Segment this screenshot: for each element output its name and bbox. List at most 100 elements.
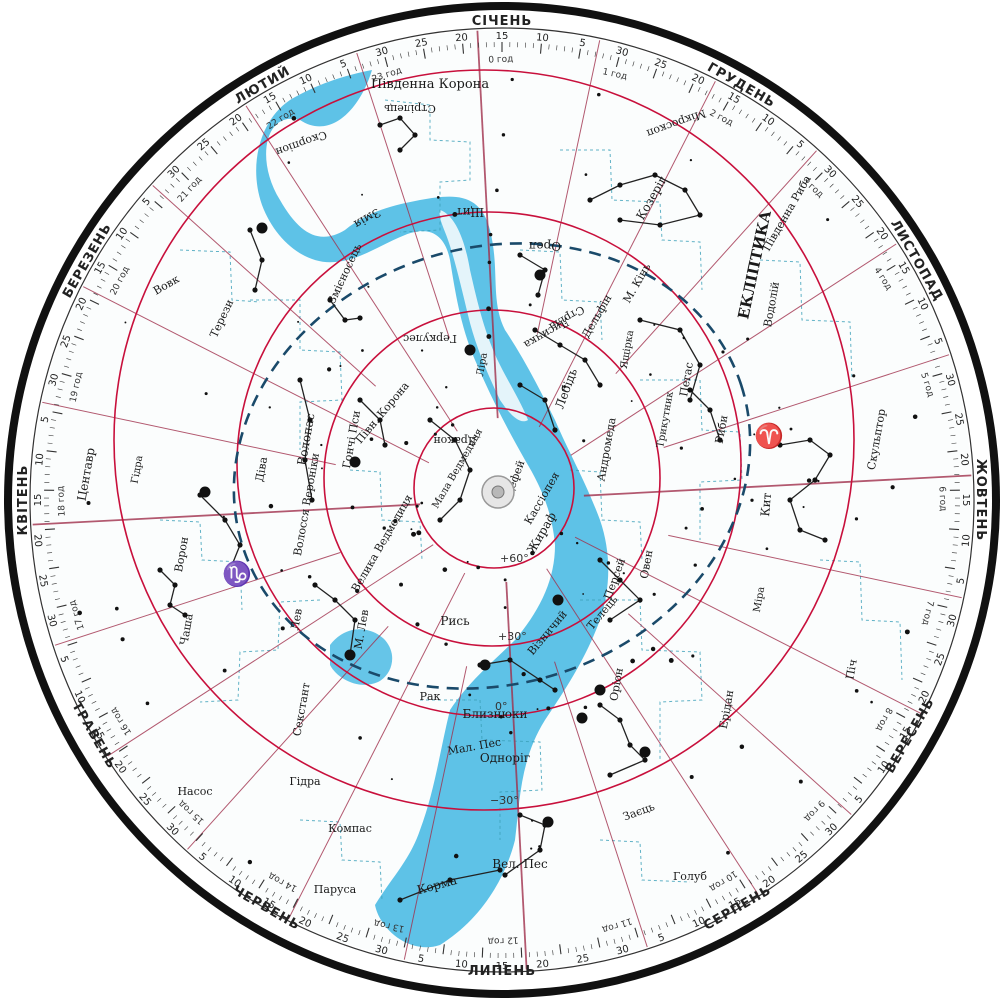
star — [427, 417, 433, 423]
day-tick — [944, 566, 955, 570]
day-tick — [798, 842, 803, 847]
star — [457, 497, 463, 503]
ecliptic-line — [232, 242, 752, 690]
day-tick — [647, 66, 650, 72]
star — [167, 602, 173, 608]
star — [497, 867, 503, 873]
day-tick — [159, 195, 164, 200]
star — [114, 606, 119, 611]
day-tick — [137, 773, 142, 778]
day-label: 25 — [414, 37, 428, 50]
star — [399, 582, 403, 587]
day-label: 30 — [44, 613, 58, 628]
bright-star — [594, 684, 606, 696]
day-tick — [815, 826, 820, 831]
day-tick — [878, 245, 883, 249]
day-tick — [933, 635, 939, 639]
day-label: 15 — [496, 31, 509, 42]
star — [517, 252, 523, 258]
day-tick — [58, 613, 64, 616]
day-tick — [146, 786, 152, 790]
day-label: 15 — [725, 91, 742, 107]
day-tick — [47, 442, 53, 444]
star — [546, 706, 551, 711]
day-label: 5 — [417, 953, 425, 965]
day-tick — [676, 77, 679, 83]
star — [172, 582, 178, 588]
day-tick — [771, 131, 775, 136]
constellation-label: Піч — [843, 658, 859, 680]
day-label: 5 — [794, 139, 806, 152]
day-label: 30 — [615, 944, 630, 958]
day-tick — [738, 109, 742, 115]
star — [450, 423, 455, 427]
star — [563, 385, 567, 388]
dec-label: −30° — [490, 794, 519, 807]
day-tick — [947, 450, 958, 453]
day-tick — [632, 61, 635, 67]
day-tick — [920, 335, 930, 341]
day-label: 30 — [374, 45, 389, 59]
star — [397, 115, 403, 121]
day-tick — [860, 219, 865, 224]
day-label: 30 — [374, 944, 389, 958]
day-tick — [575, 946, 577, 952]
bezel-day-ticks — [44, 42, 960, 958]
star — [357, 315, 363, 321]
bright-star — [344, 649, 356, 661]
day-tick — [434, 948, 437, 954]
day-tick — [339, 71, 343, 77]
constellation-label: Міра — [752, 586, 767, 613]
constellation-label: Компас — [328, 822, 372, 835]
constellation-label: Гідра — [289, 775, 321, 788]
day-tick — [941, 411, 952, 415]
day-tick — [715, 899, 719, 905]
constellation-label: Гідра — [130, 455, 146, 485]
star — [415, 622, 420, 627]
day-tick — [949, 427, 955, 429]
day-tick — [597, 937, 601, 948]
day-tick — [902, 285, 908, 289]
star — [445, 386, 448, 389]
day-tick — [123, 754, 128, 759]
day-label: 10 — [72, 689, 87, 705]
bright-star — [552, 594, 564, 606]
day-tick — [694, 909, 697, 915]
star — [237, 542, 243, 548]
day-tick — [72, 658, 78, 661]
day-tick — [828, 805, 837, 814]
day-tick — [127, 761, 133, 765]
star — [361, 193, 363, 196]
day-tick — [905, 292, 911, 296]
day-tick — [783, 141, 788, 146]
day-tick — [83, 314, 89, 317]
star — [503, 578, 507, 582]
star — [717, 437, 723, 443]
day-tick — [321, 916, 324, 922]
dec-label: 0° — [495, 700, 508, 713]
star — [807, 437, 813, 443]
hour-line — [546, 568, 786, 937]
star — [247, 859, 253, 865]
star — [530, 819, 534, 822]
day-tick — [847, 792, 853, 796]
star — [503, 606, 507, 609]
star — [467, 467, 473, 473]
day-tick — [771, 857, 778, 867]
day-tick — [800, 832, 809, 842]
day-tick — [643, 930, 646, 936]
star — [733, 477, 737, 481]
day-tick — [865, 231, 875, 239]
star — [509, 730, 513, 735]
day-tick — [764, 126, 769, 132]
day-tick — [65, 635, 71, 639]
star — [687, 397, 693, 403]
day-tick — [661, 71, 665, 77]
bright-star — [576, 712, 588, 724]
day-tick — [761, 870, 766, 876]
constellation-label: Насос — [177, 785, 212, 798]
month-label: КВІТЕНЬ — [16, 465, 31, 536]
day-tick — [96, 285, 102, 289]
day-tick — [384, 57, 389, 67]
